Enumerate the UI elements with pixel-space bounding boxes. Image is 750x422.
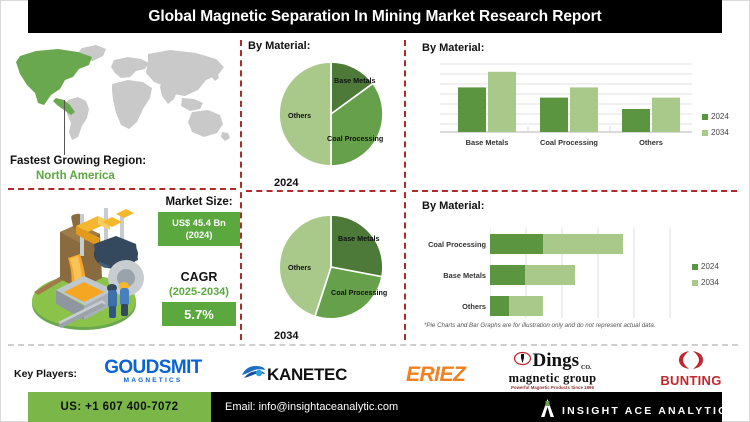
legend-label-2034: 2034 [711,128,729,137]
fastest-growing-region-value: North America [36,170,115,182]
pie-2024-label-base-metals: Base Metals [334,76,376,85]
market-size-year: (2024) [185,230,213,240]
logo-goudsmit-name: GOUDSMIT [104,357,202,378]
cagr-box: 5.7% [162,302,236,326]
hbar-category-coal-processing: Coal Processing [428,240,486,249]
pie-2034-label-coal-processing: Coal Processing [331,288,388,297]
logo-bunting: BUNTING [648,350,734,388]
legend-label-2024: 2024 [711,112,729,121]
divider-horizontal-right [412,190,737,192]
page-title: Global Magnetic Separation In Mining Mar… [148,7,602,25]
pie-2024-year: 2024 [274,177,299,189]
footer-brand: INSIGHT ACE ANALYTIC [540,399,728,422]
market-size-box: US$ 45.4 Bn (2024) [158,212,240,246]
cagr-value: 5.7% [184,306,214,322]
hbar-chart-legend: 2024 2034 [692,262,719,294]
logo-eriez-name: ERIEZ [406,363,466,386]
pie-2034-year: 2034 [274,330,299,342]
bar-chart [440,62,698,134]
bar-category-base-metals: Base Metals [465,138,509,147]
horizontal-bar-chart [489,228,726,320]
logo-dings-tagline: Powerful Magnetic Products Since 1899 [511,385,594,390]
mining-illustration [16,196,154,338]
hbar-legend-swatch-2034 [692,279,698,286]
hbar-legend-swatch-2024 [692,263,698,270]
insight-ace-logo-icon [540,399,555,422]
fastest-growing-region-label: Fastest Growing Region: [10,155,147,167]
page-header: Global Magnetic Separation In Mining Mar… [28,0,722,33]
bunting-mark-icon [676,350,706,375]
divider-horizontal-pie [246,190,396,192]
hbar-category-base-metals: Base Metals [443,271,486,280]
cagr-title: CAGR [180,270,218,284]
pie-2024-label-coal-processing: Coal Processing [327,134,384,143]
logo-dings-sub: magnetic group [508,371,597,385]
kanetec-swoosh-icon [240,364,266,385]
footer-email[interactable]: Email: info@insightaceanalytic.com [225,401,399,413]
hbar-legend-label-2034: 2034 [701,278,719,287]
pie-chart-2024 [272,55,390,173]
legend-item-2034: 2034 [702,128,729,137]
divider-vertical-2 [404,40,406,340]
legend-swatch-2034 [702,129,708,136]
market-size-title: Market Size: [165,196,233,208]
hbar-legend-item-2024: 2024 [692,262,719,271]
hbar-legend-label-2024: 2024 [701,262,719,271]
footer-brand-name: INSIGHT ACE ANALYTIC [562,404,728,417]
logo-bunting-name: BUNTING [660,373,722,388]
dings-target-icon [513,350,531,372]
key-players-label: Key Players: [14,368,78,380]
logo-dings: Dings CO. magnetic group Powerful Magnet… [500,350,605,390]
bar-category-others: Others [639,138,663,147]
divider-vertical-1 [240,40,242,340]
bar-section-title: By Material: [422,42,485,54]
chart-footnote: *Pie Charts and Bar Graphs are for illus… [424,322,656,329]
bar-chart-legend: 2024 2034 [702,112,729,144]
pie-2034-label-others: Others [288,263,312,272]
legend-item-2024: 2024 [702,112,729,121]
logo-goudsmit-sub: MAGNETICS [123,377,183,384]
pie-section-title-2024: By Material: [248,40,311,52]
logo-goudsmit: GOUDSMIT MAGNETICS [92,357,214,385]
logo-kanetec-name: KANETEC [267,364,348,384]
footer-phone-bar[interactable]: US: +1 607 400-7072 [28,392,211,422]
logo-kanetec: KANETEC [240,364,347,385]
legend-swatch-2024 [702,113,708,120]
hbar-category-others: Others [462,302,486,311]
logo-eriez: ERIEZ [406,363,466,387]
logo-dings-name: Dings [532,350,579,371]
hbar-section-title: By Material: [422,200,485,212]
hbar-legend-item-2034: 2034 [692,278,719,287]
bar-category-coal-processing: Coal Processing [540,138,598,147]
pie-2024-label-others: Others [288,111,312,120]
footer-bar: Email: info@insightaceanalytic.com [211,392,722,422]
divider-horizontal-left [8,188,236,190]
market-size-value: US$ 45.4 Bn [172,218,226,228]
world-map [6,42,238,152]
cagr-years: (2025-2034) [169,286,229,298]
pie-chart-2034 [272,208,390,326]
footer-phone: US: +1 607 400-7072 [60,401,179,413]
divider-horizontal-bottom [8,344,738,346]
logo-dings-co: CO. [580,365,592,371]
pie-2034-label-base-metals: Base Metals [338,234,380,243]
map-pointer-line [64,100,65,155]
